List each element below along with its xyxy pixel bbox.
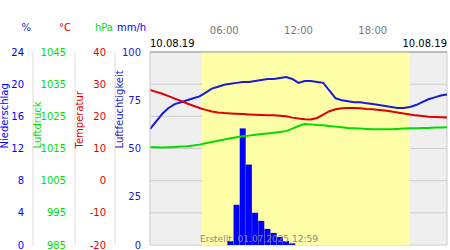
svg-text:Luftfeuchtigkeit: Luftfeuchtigkeit	[114, 70, 125, 148]
html-text:10.08.19: 10.08.19	[150, 38, 195, 49]
svg-text:1035: 1035	[41, 79, 66, 90]
html-text:10.08.19: 10.08.19	[402, 38, 447, 49]
html-text:hPa: hPa	[95, 22, 113, 33]
svg-text:1045: 1045	[41, 47, 66, 58]
svg-text:-10: -10	[90, 207, 106, 218]
svg-text:995: 995	[47, 207, 66, 218]
svg-text:8: 8	[18, 175, 24, 186]
svg-text:12: 12	[11, 143, 24, 154]
svg-text:16: 16	[11, 111, 24, 122]
svg-text:20: 20	[93, 111, 106, 122]
svg-text:1005: 1005	[41, 175, 66, 186]
svg-text:25: 25	[128, 191, 141, 202]
svg-text:50: 50	[128, 143, 141, 154]
svg-text:06:00: 06:00	[210, 25, 239, 36]
svg-text:75: 75	[128, 95, 141, 106]
svg-text:20: 20	[11, 79, 24, 90]
svg-text:Luftdruck: Luftdruck	[32, 101, 43, 148]
svg-text:10: 10	[93, 143, 106, 154]
svg-text:40: 40	[93, 47, 106, 58]
html-text:Erstellt: 01.07.2025 12:59: Erstellt: 01.07.2025 12:59	[200, 234, 318, 244]
html-text:°C: °C	[59, 22, 71, 33]
svg-text:100: 100	[122, 47, 141, 58]
svg-text:4: 4	[18, 207, 24, 218]
svg-text:Temperatur: Temperatur	[74, 90, 85, 149]
html-text:mm/h: mm/h	[117, 22, 147, 33]
svg-text:0: 0	[18, 240, 24, 250]
svg-text:12:00: 12:00	[284, 25, 313, 36]
svg-text:-20: -20	[90, 240, 106, 250]
svg-text:0: 0	[100, 175, 106, 186]
svg-text:18:00: 18:00	[358, 25, 387, 36]
svg-text:1025: 1025	[41, 111, 66, 122]
svg-text:1015: 1015	[41, 143, 66, 154]
svg-text:0: 0	[135, 240, 141, 250]
svg-text:985: 985	[47, 240, 66, 250]
svg-text:30: 30	[93, 79, 106, 90]
svg-text:Niederschlag: Niederschlag	[8, 83, 10, 148]
svg-text:24: 24	[11, 47, 24, 58]
